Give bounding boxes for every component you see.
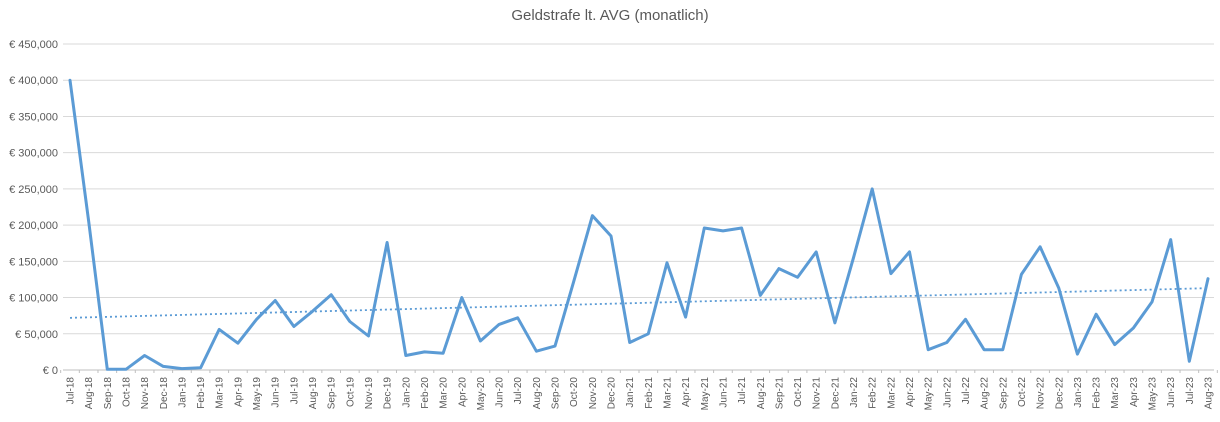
x-axis-label: Mar-21 bbox=[662, 377, 673, 409]
x-axis-label: Jun-20 bbox=[495, 377, 506, 408]
x-axis-label: Sep-20 bbox=[551, 377, 562, 410]
x-axis-label: Mar-22 bbox=[886, 377, 897, 409]
x-axis-label: Mar-20 bbox=[439, 377, 450, 409]
x-axis-label: Oct-22 bbox=[1017, 377, 1028, 407]
x-axis-label: Dec-21 bbox=[830, 377, 841, 410]
x-axis-label: Jul-20 bbox=[513, 377, 524, 405]
y-axis-label: € 50,000 bbox=[15, 329, 58, 341]
x-axis-label: Jul-23 bbox=[1185, 377, 1196, 405]
x-axis-label: Mar-19 bbox=[215, 377, 226, 409]
x-axis-label: Jul-18 bbox=[66, 377, 77, 405]
x-axis-label: Jun-21 bbox=[718, 377, 729, 408]
x-axis-label: Jun-19 bbox=[271, 377, 282, 408]
x-axis-label: Jun-22 bbox=[942, 377, 953, 408]
x-axis-label: May-20 bbox=[476, 377, 487, 411]
trendline bbox=[69, 287, 1209, 319]
x-axis-label: Aug-22 bbox=[980, 377, 991, 410]
x-axis-label: Jan-22 bbox=[849, 377, 860, 408]
x-axis-label: Nov-20 bbox=[588, 377, 599, 410]
x-axis-label: May-22 bbox=[924, 377, 935, 411]
x-axis-label: Jul-19 bbox=[289, 377, 300, 405]
x-axis-label: Sep-22 bbox=[998, 377, 1009, 410]
x-axis-label: Nov-22 bbox=[1036, 377, 1047, 410]
y-axis-label: € 300,000 bbox=[9, 148, 58, 160]
x-axis-label: May-21 bbox=[700, 377, 711, 411]
x-axis-label: Aug-20 bbox=[532, 377, 543, 410]
x-axis-label: Nov-19 bbox=[364, 377, 375, 410]
x-axis-label: Feb-20 bbox=[420, 377, 431, 409]
x-axis-label: Jan-23 bbox=[1073, 377, 1084, 408]
x-axis-label: Dec-22 bbox=[1054, 377, 1065, 410]
y-axis-label: € 450,000 bbox=[9, 39, 58, 51]
x-axis-label: Jul-21 bbox=[737, 377, 748, 405]
y-axis-label: € 200,000 bbox=[9, 220, 58, 232]
x-axis-label: Feb-22 bbox=[868, 377, 879, 409]
x-axis-label: Dec-18 bbox=[159, 377, 170, 410]
x-axis-label: Oct-19 bbox=[345, 377, 356, 407]
x-axis-label: Nov-21 bbox=[812, 377, 823, 410]
x-axis-label: Sep-21 bbox=[774, 377, 785, 410]
x-axis-label: Jan-21 bbox=[625, 377, 636, 408]
x-axis-label: Oct-18 bbox=[121, 377, 132, 407]
x-axis-label: Aug-19 bbox=[308, 377, 319, 410]
y-axis-label: € 0 bbox=[43, 365, 58, 377]
x-axis-label: Jun-23 bbox=[1166, 377, 1177, 408]
x-axis-label: Apr-19 bbox=[233, 377, 244, 407]
x-axis-label: Sep-19 bbox=[327, 377, 338, 410]
y-axis-label: € 250,000 bbox=[9, 184, 58, 196]
x-axis-label: Nov-18 bbox=[140, 377, 151, 410]
x-axis-label: Apr-22 bbox=[905, 377, 916, 407]
x-axis-label: Sep-18 bbox=[103, 377, 114, 410]
x-axis-label: Oct-20 bbox=[569, 377, 580, 407]
x-axis-label: Aug-23 bbox=[1204, 377, 1215, 410]
x-axis-label: Feb-19 bbox=[196, 377, 207, 409]
y-axis-label: € 400,000 bbox=[9, 75, 58, 87]
x-axis-label: Aug-18 bbox=[84, 377, 95, 410]
x-axis-label: Jan-19 bbox=[177, 377, 188, 408]
x-axis-label: Feb-21 bbox=[644, 377, 655, 409]
x-axis-label: May-19 bbox=[252, 377, 263, 411]
x-axis-label: Mar-23 bbox=[1110, 377, 1121, 409]
y-axis-label: € 150,000 bbox=[9, 256, 58, 268]
y-axis-label: € 100,000 bbox=[9, 293, 58, 305]
x-axis-label: May-23 bbox=[1148, 377, 1159, 411]
x-axis-label: Oct-21 bbox=[793, 377, 804, 407]
y-axis-label: € 350,000 bbox=[9, 111, 58, 123]
x-axis-label: Feb-23 bbox=[1092, 377, 1103, 409]
x-axis-label: Dec-19 bbox=[383, 377, 394, 410]
data-series-line bbox=[68, 78, 1210, 371]
x-axis-label: Dec-20 bbox=[607, 377, 618, 410]
x-axis-label: Apr-20 bbox=[457, 377, 468, 407]
x-axis-label: Jul-22 bbox=[961, 377, 972, 405]
x-axis-label: Apr-21 bbox=[681, 377, 692, 407]
x-axis-label: Jan-20 bbox=[401, 377, 412, 408]
x-axis-label: Aug-21 bbox=[756, 377, 767, 410]
x-axis-label: Apr-23 bbox=[1129, 377, 1140, 407]
